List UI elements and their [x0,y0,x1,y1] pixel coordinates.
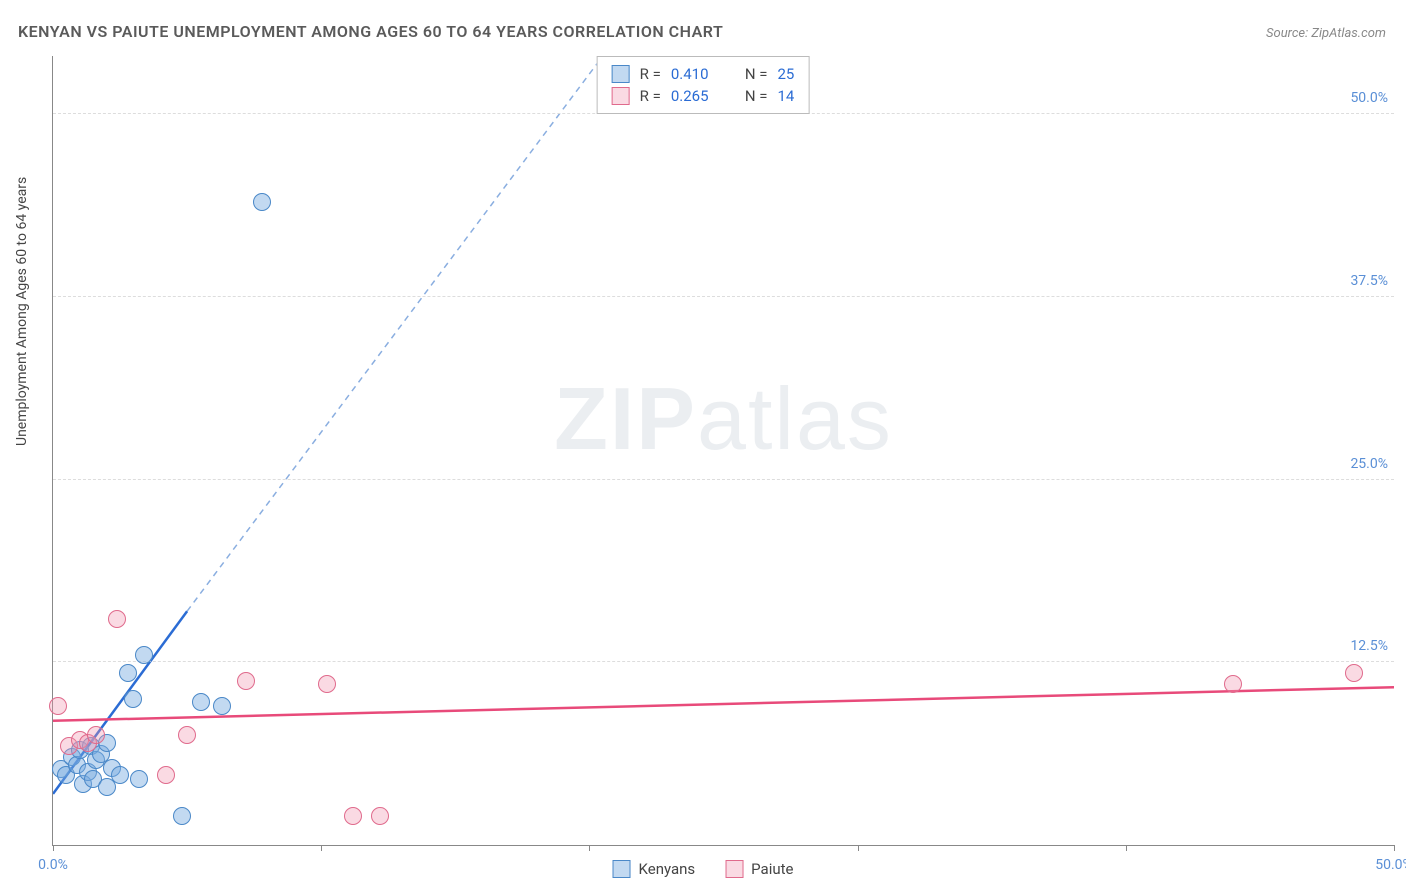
data-point [119,664,137,682]
chart-title: KENYAN VS PAIUTE UNEMPLOYMENT AMONG AGES… [18,22,723,41]
data-point [371,807,389,825]
data-point [87,726,105,744]
y-tick-label: 25.0% [1350,456,1396,472]
data-point [124,690,142,708]
x-tick [858,845,859,851]
correlation-chart: KENYAN VS PAIUTE UNEMPLOYMENT AMONG AGES… [0,0,1406,892]
data-point [1345,664,1363,682]
r-value: 0.265 [671,87,721,105]
legend-item: Kenyans [613,860,696,878]
legend-swatch [613,860,631,878]
y-axis-label: Unemployment Among Ages 60 to 64 years [14,177,30,446]
r-value: 0.410 [671,65,721,83]
data-point [49,697,67,715]
x-tick [321,845,322,851]
legend-swatch [725,860,743,878]
legend-swatch [612,65,630,83]
legend-label: Kenyans [639,860,696,878]
data-point [213,697,231,715]
x-tick [1394,845,1395,851]
trend-lines [53,56,1394,845]
legend-stat-row: R = 0.410 N = 25 [612,63,795,85]
r-label: R = [640,65,661,83]
data-point [108,610,126,628]
data-point [318,675,336,693]
data-point [173,807,191,825]
n-label: N = [745,87,768,105]
r-label: R = [640,87,661,105]
x-tick-label: 0.0% [38,857,68,873]
chart-source: Source: ZipAtlas.com [1266,26,1386,41]
legend-stat-row: R = 0.265 N = 14 [612,85,795,107]
y-tick-label: 12.5% [1350,638,1396,654]
gridline [53,296,1394,297]
x-tick [589,845,590,851]
data-point [157,766,175,784]
n-value: 14 [777,87,794,105]
plot-area: ZIPatlas 12.5%25.0%37.5%50.0%0.0%50.0% [52,56,1394,846]
data-point [1224,675,1242,693]
data-point [178,726,196,744]
n-value: 25 [777,65,794,83]
y-tick-label: 50.0% [1350,90,1396,106]
data-point [237,672,255,690]
data-point [111,766,129,784]
x-tick-label: 50.0% [1375,857,1406,873]
x-tick [1126,845,1127,851]
data-point [192,693,210,711]
data-point [253,193,271,211]
watermark: ZIPatlas [554,368,893,470]
legend-stats: R = 0.410 N = 25 R = 0.265 N = 14 [597,56,810,114]
data-point [344,807,362,825]
data-point [130,770,148,788]
gridline [53,661,1394,662]
legend-item: Paiute [725,860,793,878]
legend-series: Kenyans Paiute [613,860,794,878]
data-point [135,646,153,664]
legend-swatch [612,87,630,105]
legend-label: Paiute [751,860,793,878]
gridline [53,479,1394,480]
n-label: N = [745,65,768,83]
y-tick-label: 37.5% [1350,273,1396,289]
x-tick [53,845,54,851]
